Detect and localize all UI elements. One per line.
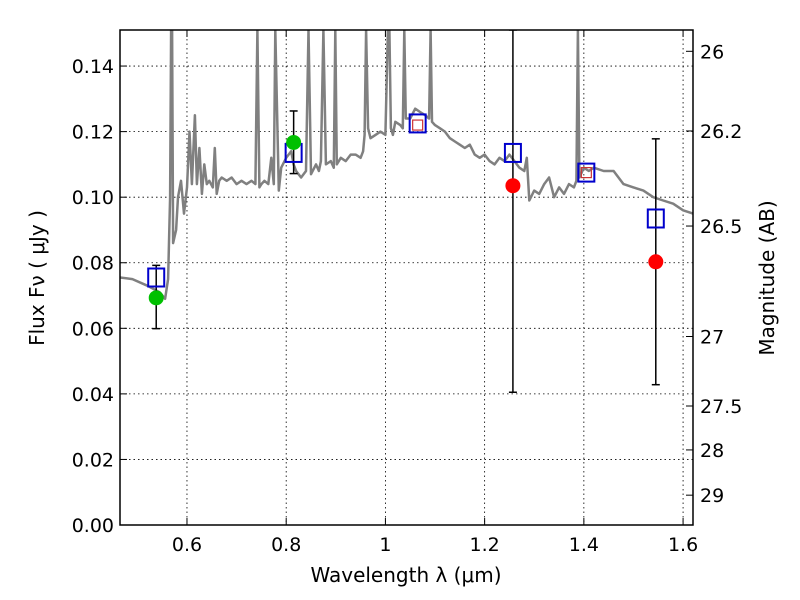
model-flux-square: [646, 208, 665, 229]
y2-tick-label: 26.2: [700, 121, 742, 143]
inner-square-marker: [580, 166, 592, 179]
y-tick-label: 0.02: [72, 449, 114, 471]
y2-tick-label: 27.5: [700, 396, 742, 418]
model-flux-square: [408, 113, 427, 134]
y-tick-label: 0.12: [72, 122, 114, 144]
y-tick-label: 0.06: [72, 318, 114, 340]
y2-tick-label: 27: [700, 327, 724, 349]
plot-frame: [119, 29, 694, 526]
y2-tick-label: 26: [700, 41, 724, 63]
y-tick-label: 0.04: [72, 384, 114, 406]
y-tick-label: 0.10: [72, 187, 114, 209]
y2-tick-label: 28: [700, 440, 724, 462]
x-tick-label: 1.2: [470, 534, 500, 556]
model-spectrum-line: [120, 30, 693, 301]
observed-flux-point: [286, 134, 302, 150]
plot-area: [120, 30, 693, 393]
observed-flux-point: [648, 254, 664, 270]
inner-square-marker: [412, 119, 424, 131]
observed-flux-point: [148, 290, 164, 306]
model-flux-square: [577, 162, 596, 183]
x-tick-label: 0.6: [172, 534, 202, 556]
y-axis-label: Flux Fν ( μJy ): [25, 210, 49, 346]
observed-flux-point: [505, 178, 521, 194]
x-tick-label: 0.8: [271, 534, 301, 556]
x-tick-label: 1.6: [668, 534, 698, 556]
y-tick-label: 0.08: [72, 253, 114, 275]
model-flux-square: [147, 267, 166, 288]
y2-tick-label: 29: [700, 485, 724, 507]
x-axis-label: Wavelength λ (μm): [310, 563, 501, 587]
model-flux-square: [503, 142, 522, 163]
axis-ticks: 0.6 0.8 1 1.2 1.4 1.6 0.00 0.02 0.04 0.06 0.08 0.10…: [72, 30, 742, 556]
y2-tick-label: 26.5: [700, 216, 742, 238]
x-tick-label: 1.4: [569, 534, 599, 556]
y-tick-label: 0.00: [72, 515, 114, 537]
x-tick-label: 1: [379, 534, 391, 556]
y-tick-label: 0.14: [72, 56, 114, 78]
y2-axis-label: Magnitude (AB): [755, 200, 779, 355]
